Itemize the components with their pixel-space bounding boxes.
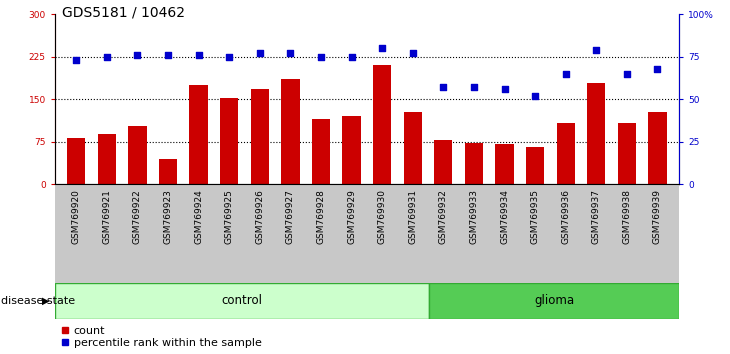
Bar xyxy=(648,112,666,184)
Text: GSM769922: GSM769922 xyxy=(133,189,142,244)
Text: GSM769920: GSM769920 xyxy=(72,189,81,244)
Point xyxy=(101,54,112,59)
Bar xyxy=(618,123,636,184)
Text: GSM769939: GSM769939 xyxy=(653,189,662,244)
Bar xyxy=(526,147,545,184)
Point xyxy=(407,50,418,56)
Text: ▶: ▶ xyxy=(42,296,50,306)
Text: GSM769938: GSM769938 xyxy=(623,189,631,244)
Bar xyxy=(312,119,330,184)
Text: GSM769937: GSM769937 xyxy=(592,189,601,244)
Text: GSM769923: GSM769923 xyxy=(164,189,172,244)
Text: GSM769921: GSM769921 xyxy=(102,189,111,244)
Bar xyxy=(250,89,269,184)
Bar xyxy=(373,65,391,184)
Text: GSM769927: GSM769927 xyxy=(286,189,295,244)
Point xyxy=(223,54,235,59)
Bar xyxy=(342,116,361,184)
Point xyxy=(285,50,296,56)
Point xyxy=(652,66,664,72)
Point xyxy=(162,52,174,58)
Text: disease state: disease state xyxy=(1,296,76,306)
Bar xyxy=(556,123,575,184)
Bar xyxy=(404,112,422,184)
Bar xyxy=(189,85,208,184)
Text: GSM769929: GSM769929 xyxy=(347,189,356,244)
Point xyxy=(621,71,633,76)
Point xyxy=(560,71,572,76)
Point xyxy=(193,52,204,58)
Text: GSM769933: GSM769933 xyxy=(469,189,478,244)
Bar xyxy=(98,134,116,184)
Bar xyxy=(496,144,514,184)
Text: GSM769924: GSM769924 xyxy=(194,189,203,244)
Text: glioma: glioma xyxy=(534,295,574,307)
Point xyxy=(437,84,449,90)
Bar xyxy=(587,83,605,184)
Legend: count, percentile rank within the sample: count, percentile rank within the sample xyxy=(61,326,261,348)
Point xyxy=(499,86,510,92)
Bar xyxy=(55,283,429,319)
Text: GSM769936: GSM769936 xyxy=(561,189,570,244)
Bar xyxy=(67,138,85,184)
Bar xyxy=(281,79,299,184)
Point xyxy=(131,52,143,58)
Bar xyxy=(429,283,679,319)
Point xyxy=(591,47,602,53)
Text: GDS5181 / 10462: GDS5181 / 10462 xyxy=(62,5,185,19)
Bar xyxy=(159,159,177,184)
Text: GSM769925: GSM769925 xyxy=(225,189,234,244)
Point xyxy=(70,57,82,63)
Point xyxy=(254,50,266,56)
Bar xyxy=(128,126,147,184)
Text: GSM769935: GSM769935 xyxy=(531,189,539,244)
Text: GSM769926: GSM769926 xyxy=(255,189,264,244)
Bar xyxy=(434,140,453,184)
Point xyxy=(315,54,327,59)
Text: GSM769934: GSM769934 xyxy=(500,189,509,244)
Text: GSM769928: GSM769928 xyxy=(316,189,326,244)
Text: GSM769932: GSM769932 xyxy=(439,189,447,244)
Text: control: control xyxy=(221,295,263,307)
Bar xyxy=(465,143,483,184)
Point xyxy=(529,93,541,98)
Bar xyxy=(220,98,238,184)
Point xyxy=(468,84,480,90)
Text: GSM769930: GSM769930 xyxy=(377,189,387,244)
Point xyxy=(376,45,388,51)
Text: GSM769931: GSM769931 xyxy=(408,189,418,244)
Point xyxy=(346,54,358,59)
